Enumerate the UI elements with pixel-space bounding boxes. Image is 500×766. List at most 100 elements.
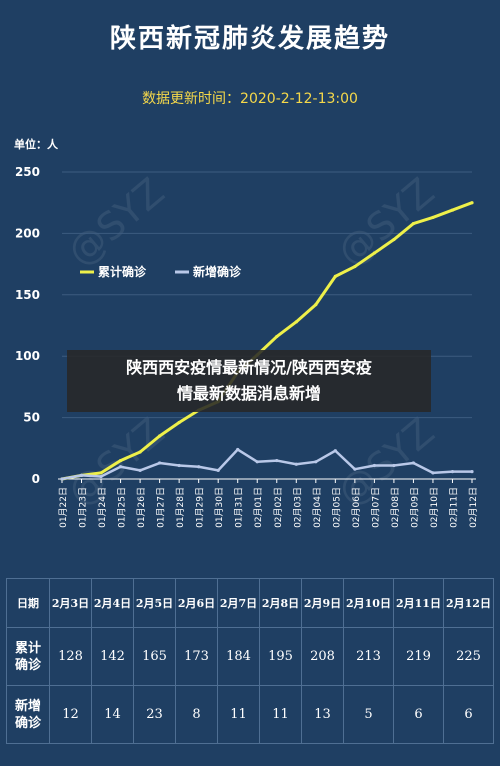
legend-label-0: 累计确诊 (98, 264, 147, 279)
x-tick-label-12: 02月03日 (292, 487, 303, 528)
table-cumulative-cell: 208 (301, 627, 344, 686)
table-new-cell: 13 (301, 685, 344, 744)
series-0-point-11 (275, 334, 279, 339)
table-new-cell: 6 (392, 685, 444, 744)
series-1-point-21 (470, 470, 474, 474)
y-tick-label-100: 100 (15, 349, 40, 363)
series-1-point-7 (197, 465, 201, 469)
x-tick-label-10: 02月01日 (253, 487, 264, 528)
series-1-point-1 (79, 473, 84, 477)
table-cumulative-cell: 213 (343, 627, 394, 686)
x-tick-label-14: 02月05日 (331, 487, 342, 528)
x-tick-label-17: 02月08日 (390, 487, 401, 528)
table-new-cell: 5 (343, 685, 394, 744)
table-header-label: 日期 (6, 578, 50, 628)
page-title: 陕西新冠肺炎发展趋势 (109, 24, 390, 54)
table-date-cell: 2月9日 (301, 578, 344, 628)
table-date-cell: 2月7日 (217, 578, 260, 628)
x-tick-label-21: 02月12日 (468, 487, 479, 528)
x-tick-label-11: 02月02日 (273, 487, 284, 528)
series-1-point-15 (353, 467, 357, 471)
series-1-point-5 (158, 461, 162, 465)
x-tick-label-1: 01月23日 (78, 487, 89, 528)
x-tick-label-13: 02月04日 (312, 487, 323, 528)
table-date-cell: 2月5日 (133, 578, 176, 628)
table-date-cell: 2月12日 (442, 578, 495, 628)
series-1-point-18 (411, 461, 416, 465)
series-1-point-2 (99, 474, 103, 479)
series-0-point-6 (177, 420, 181, 425)
table-cumulative-cell: 195 (259, 627, 302, 686)
series-1-point-13 (314, 460, 318, 464)
table-new-cell: 11 (259, 685, 302, 744)
x-tick-label-3: 01月25日 (117, 487, 128, 528)
table-new-cell: 6 (442, 685, 495, 744)
series-1-point-4 (138, 468, 142, 473)
series-0-point-20 (450, 208, 455, 212)
table-cumulative-cell: 173 (175, 627, 218, 686)
series-1-point-17 (392, 463, 396, 468)
series-1-point-14 (333, 449, 337, 453)
y-tick-label-0: 0 (32, 472, 40, 486)
table-date-cell: 2月3日 (49, 578, 92, 628)
table-new-cell: 11 (217, 685, 260, 744)
series-1-point-16 (372, 463, 376, 468)
table-cumulative-cell: 225 (442, 627, 495, 686)
series-0-point-5 (158, 434, 162, 438)
series-0-point-3 (118, 458, 123, 463)
table-cumulative-label: 累计 确诊 (6, 627, 50, 686)
table-new-cell: 8 (175, 685, 218, 744)
x-tick-label-6: 01月28日 (175, 487, 186, 528)
unit-label: 单位：人 (14, 138, 58, 151)
series-1-point-3 (118, 465, 123, 469)
x-tick-label-7: 01月29日 (195, 487, 206, 528)
table-cumulative-cell: 128 (49, 627, 92, 686)
series-0-point-21 (470, 201, 474, 205)
overlay-line-2: 情最新数据消息新增 (176, 384, 321, 403)
series-1-point-11 (275, 458, 279, 463)
table-date-cell: 2月6日 (175, 578, 218, 628)
series-1-point-8 (216, 468, 220, 473)
table-cumulative-cell: 219 (392, 627, 444, 686)
x-tick-label-8: 01月30日 (214, 487, 225, 528)
table-date-cell: 2月11日 (392, 578, 444, 628)
table-new-row: 新增 确诊 12 14 23 8 11 11 13 5 6 6 (6, 685, 495, 744)
x-tick-label-5: 01月27日 (156, 487, 167, 528)
series-0-point-12 (294, 320, 298, 324)
table-new-label: 新增 确诊 (6, 685, 50, 744)
series-0-point-15 (353, 264, 357, 269)
x-tick-label-9: 01月31日 (234, 487, 245, 528)
series-0-point-18 (411, 221, 416, 226)
series-line-1 (61, 448, 472, 481)
series-line-0 (61, 201, 473, 481)
series-0-point-2 (99, 471, 103, 475)
series-0-point-16 (372, 251, 376, 255)
series-1-point-6 (177, 463, 181, 468)
series-1-point-19 (431, 471, 435, 475)
series-0-point-19 (431, 215, 435, 220)
data-table: 日期 2月3日 2月4日 2月5日 2月6日 2月7日 2月8日 2月9日 2月10日 2月11… (6, 578, 495, 744)
x-tick-label-20: 02月11日 (448, 487, 459, 528)
overlay-line-1: 陕西西安疫情最新情况/陕西西安疫 (126, 358, 372, 377)
y-tick-label-150: 150 (15, 288, 40, 302)
series-0-point-14 (333, 274, 337, 278)
series-1-point-9 (236, 447, 240, 452)
series-1-point-12 (294, 462, 298, 466)
table-header-row: 日期 2月3日 2月4日 2月5日 2月6日 2月7日 2月8日 2月9日 2月10日 2月11… (6, 578, 495, 628)
x-tick-label-15: 02月06日 (351, 487, 362, 528)
y-tick-label-250: 250 (15, 165, 40, 179)
table-cumulative-cell: 184 (217, 627, 260, 686)
y-tick-label-200: 200 (15, 226, 40, 240)
x-tick-label-16: 02月07日 (370, 487, 381, 528)
series-0-point-4 (138, 450, 142, 454)
legend-label-1: 新增确诊 (193, 264, 242, 279)
table-date-cell: 2月10日 (343, 578, 394, 628)
table-new-cell: 14 (91, 685, 134, 744)
series-1-point-10 (255, 460, 259, 464)
series-1-point-20 (450, 470, 455, 474)
table-cumulative-row: 累计 确诊 128 142 165 173 184 195 208 213 219 225 (6, 627, 495, 686)
x-tick-label-2: 01月24日 (97, 487, 108, 528)
table-date-cell: 2月8日 (259, 578, 302, 628)
series-1-point-0 (60, 477, 64, 481)
table-cumulative-cell: 165 (133, 627, 176, 686)
